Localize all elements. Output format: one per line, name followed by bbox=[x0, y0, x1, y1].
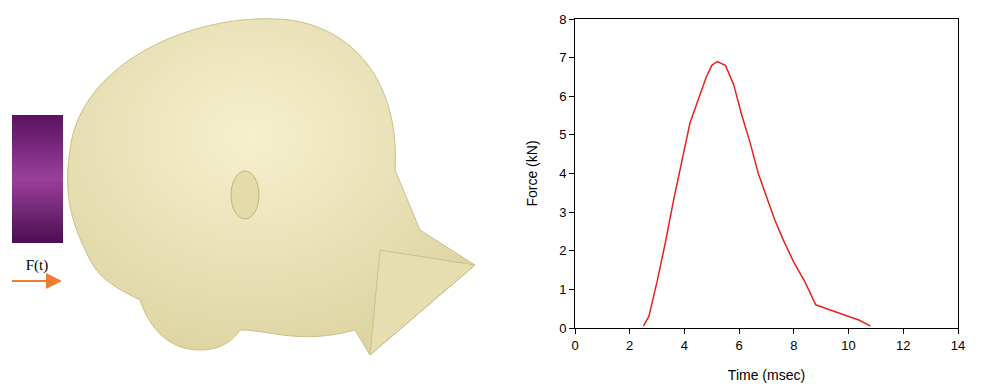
svg-text:6: 6 bbox=[559, 89, 566, 104]
svg-text:Force (kN): Force (kN) bbox=[524, 140, 540, 206]
svg-text:F(t): F(t) bbox=[26, 257, 49, 274]
svg-text:8: 8 bbox=[790, 338, 797, 353]
svg-text:14: 14 bbox=[951, 338, 965, 353]
svg-text:4: 4 bbox=[559, 166, 566, 181]
svg-text:4: 4 bbox=[681, 338, 688, 353]
svg-text:0: 0 bbox=[571, 338, 578, 353]
svg-text:0: 0 bbox=[559, 321, 566, 336]
svg-text:5: 5 bbox=[559, 127, 566, 142]
svg-text:3: 3 bbox=[559, 205, 566, 220]
svg-text:7: 7 bbox=[559, 50, 566, 65]
svg-text:1: 1 bbox=[559, 282, 566, 297]
svg-text:Time (msec): Time (msec) bbox=[728, 367, 805, 383]
svg-text:12: 12 bbox=[896, 338, 910, 353]
svg-text:6: 6 bbox=[736, 338, 743, 353]
svg-text:8: 8 bbox=[559, 12, 566, 27]
svg-text:10: 10 bbox=[841, 338, 855, 353]
svg-text:2: 2 bbox=[559, 243, 566, 258]
svg-text:2: 2 bbox=[626, 338, 633, 353]
